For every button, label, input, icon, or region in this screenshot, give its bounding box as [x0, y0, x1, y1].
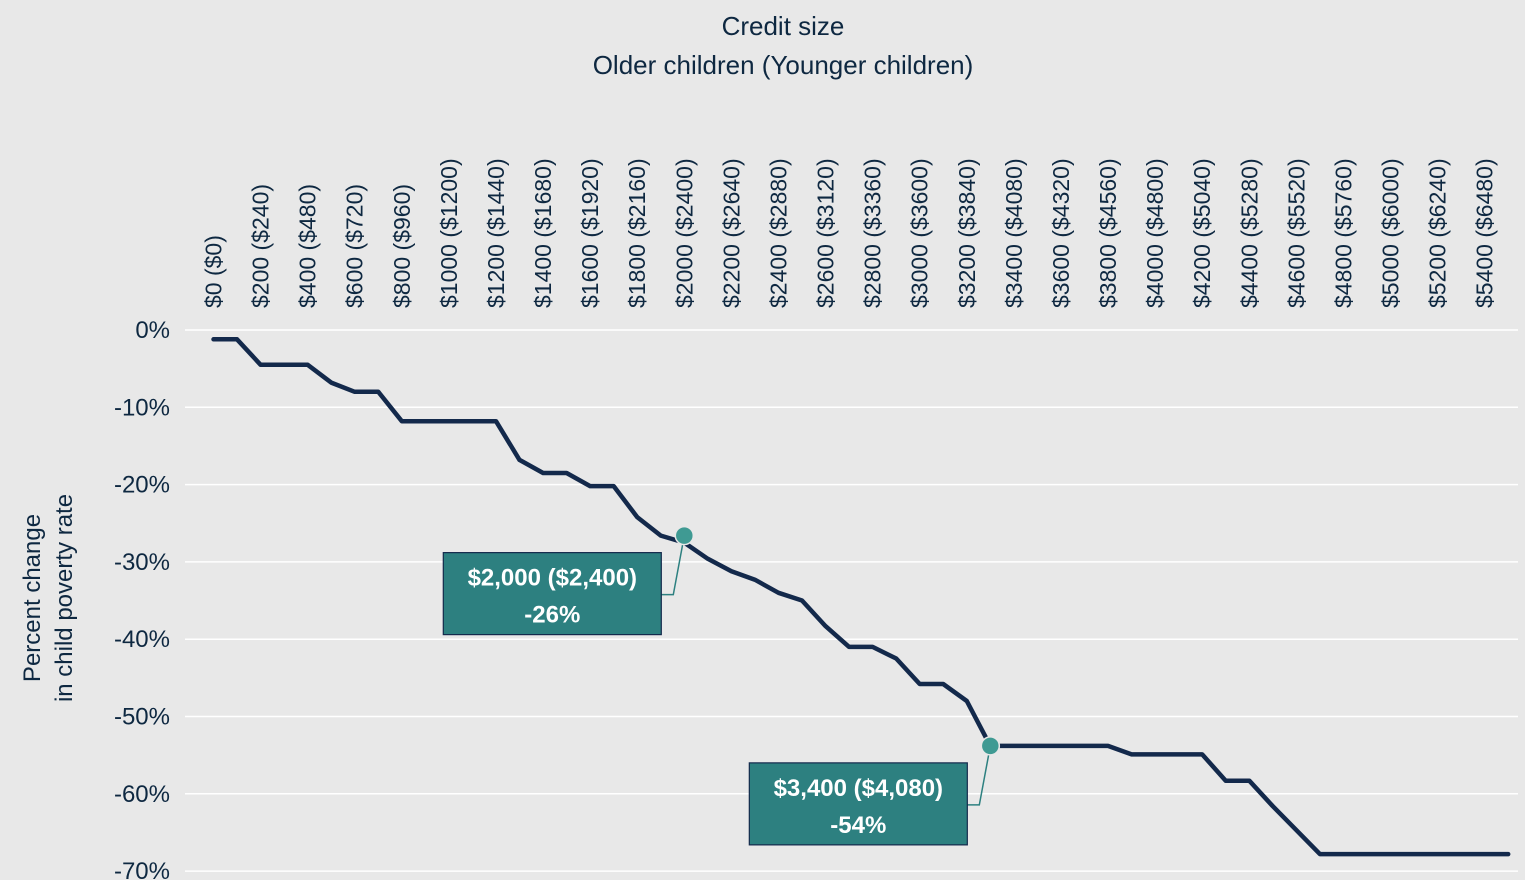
callout-value: -54%: [830, 812, 886, 839]
x-tick-label: $1000 ($1200): [436, 158, 462, 308]
y-tick-label: -10%: [114, 394, 170, 421]
x-tick-label: $800 ($960): [389, 184, 415, 308]
x-tick-label: $2000 ($2400): [671, 158, 697, 308]
x-tick-label: $4600 ($5520): [1283, 158, 1309, 308]
y-tick-label: 0%: [135, 317, 170, 344]
x-tick-label: $2400 ($2880): [765, 158, 791, 308]
x-tick-label: $1600 ($1920): [577, 158, 603, 308]
callout-value: -26%: [524, 602, 580, 629]
callout: $2,000 ($2,400) -26%: [442, 525, 695, 636]
callout-label: $2,000 ($2,400): [468, 565, 637, 592]
x-axis-ticks: $0 ($0) $200 ($240) $400 ($480) $600 ($720)…: [201, 158, 1498, 308]
x-axis-title-line1: Credit size: [722, 11, 845, 41]
x-tick-label: $3800 ($4560): [1095, 158, 1121, 308]
y-axis-ticks: 0% -10% -20% -30% -40% -50% -60% -70%: [114, 317, 170, 880]
x-tick-label: $600 ($720): [342, 184, 368, 308]
y-axis-title-line2: in child poverty rate: [51, 494, 78, 702]
callout-point: [980, 736, 1001, 756]
x-tick-label: $3600 ($4320): [1048, 158, 1074, 308]
x-tick-label: $5000 ($6000): [1378, 158, 1404, 308]
callout: $3,400 ($4,080) -54%: [748, 736, 1001, 846]
y-axis-title-line1: Percent change: [19, 514, 46, 682]
y-tick-label: -60%: [114, 781, 170, 808]
y-tick-label: -40%: [114, 626, 170, 653]
series-line: [211, 337, 1511, 857]
gridlines: [185, 329, 1518, 872]
callout-leader: [967, 745, 992, 806]
series-layer: [211, 337, 1511, 857]
x-tick-label: $200 ($240): [248, 184, 274, 308]
x-tick-label: $5400 ($6480): [1472, 158, 1498, 308]
x-tick-label: $5200 ($6240): [1425, 158, 1451, 308]
x-tick-label: $2800 ($3360): [860, 158, 886, 308]
y-tick-label: -20%: [114, 472, 170, 499]
callout-point: [674, 525, 695, 546]
y-tick-label: -70%: [114, 858, 170, 880]
x-tick-label: $3400 ($4080): [1001, 158, 1027, 308]
x-tick-label: $1200 ($1440): [483, 158, 509, 308]
x-tick-label: $400 ($480): [295, 184, 321, 308]
callout-label: $3,400 ($4,080): [774, 775, 943, 802]
x-tick-label: $3200 ($3840): [954, 158, 980, 308]
x-tick-label: $1400 ($1680): [530, 158, 556, 308]
x-tick-label: $4400 ($5280): [1236, 158, 1262, 308]
x-tick-label: $2600 ($3120): [813, 158, 839, 308]
x-tick-label: $4800 ($5760): [1330, 158, 1356, 308]
x-tick-label: $4200 ($5040): [1189, 158, 1215, 308]
x-tick-label: $2200 ($2640): [718, 158, 744, 308]
callout-box: [748, 762, 968, 846]
callout-box: [442, 552, 662, 636]
x-tick-label: $3000 ($3600): [907, 158, 933, 308]
x-tick-label: $1800 ($2160): [624, 158, 650, 308]
y-tick-label: -30%: [114, 549, 170, 576]
x-axis-title-line2: Older children (Younger children): [593, 50, 974, 80]
callout-leader: [661, 535, 686, 596]
y-tick-label: -50%: [114, 704, 170, 731]
x-tick-label: $4000 ($4800): [1142, 158, 1168, 308]
annotations: $2,000 ($2,400) -26% $3,400 ($4,080) -54%: [442, 525, 1001, 846]
x-tick-label: $0 ($0): [201, 235, 227, 308]
y-axis-title: Percent change in child poverty rate: [19, 494, 78, 702]
